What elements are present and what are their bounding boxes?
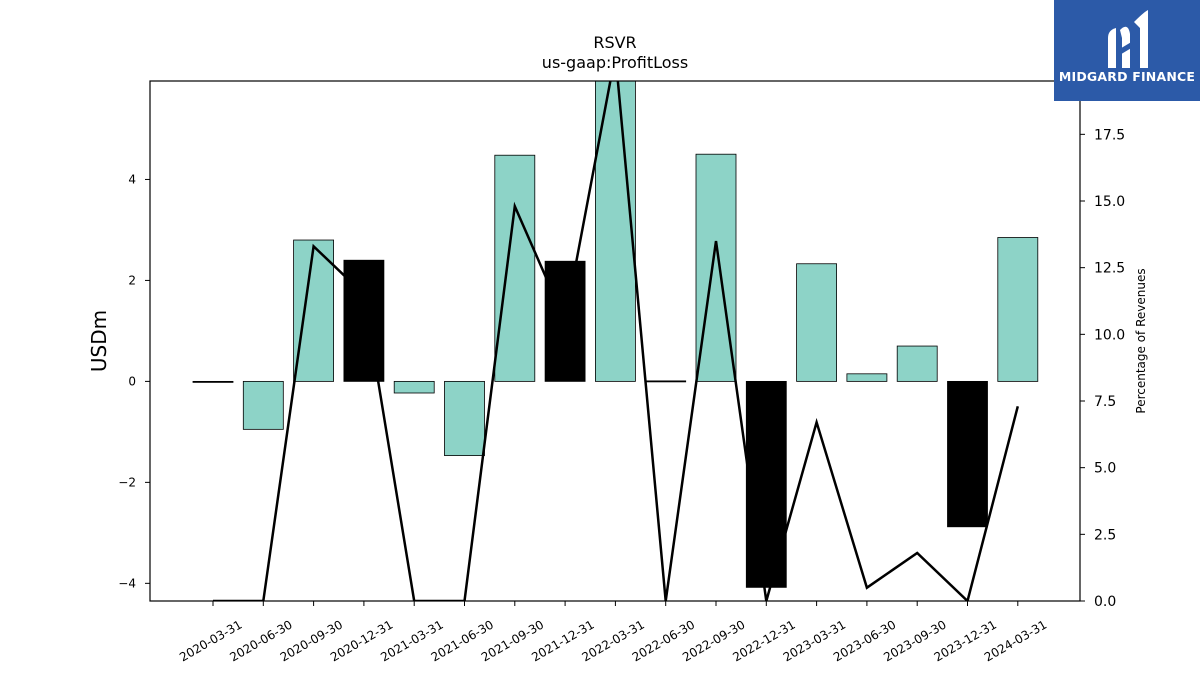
bar-2020-09-30 (293, 239, 335, 382)
brand-name: MIDGARD FINANCE (1058, 69, 1196, 84)
y-tick-label: −4 (118, 576, 136, 590)
y2-tick-label: 2.5 (1094, 527, 1116, 543)
bar-2023-06-30 (846, 373, 888, 382)
bar-2021-06-30 (444, 380, 485, 457)
y2-tick-label: 15.0 (1094, 194, 1125, 210)
y-axis-label: USDm (87, 310, 111, 372)
bar-2020-03-31 (192, 380, 234, 383)
logo-mark-icon (1108, 10, 1148, 68)
bar-2022-06-30 (645, 380, 687, 383)
chart-subtitle: us-gaap:ProfitLoss (542, 53, 688, 72)
brand-logo: MIDGARD FINANCE (1054, 0, 1200, 101)
y-tick-label: 2 (128, 273, 136, 287)
y2-tick-label: 5.0 (1094, 461, 1116, 477)
y2-tick-label: 7.5 (1094, 394, 1116, 410)
y2-tick-label: 12.5 (1094, 261, 1125, 277)
bar-2024-03-31 (997, 237, 1039, 382)
y-tick-label: 4 (128, 172, 136, 186)
bar-2022-12-31 (745, 380, 787, 588)
y2-tick-label: 17.5 (1094, 127, 1125, 143)
bar-2023-03-31 (796, 263, 837, 382)
line-layer (213, 81, 1020, 601)
bar-2021-09-30 (494, 154, 536, 382)
bar-2020-06-30 (242, 380, 284, 430)
y-tick-label: −2 (118, 475, 136, 489)
bar-2023-09-30 (896, 345, 938, 382)
y2-axis-label: Percentage of Revenues (1134, 268, 1148, 413)
y2-tick-label: 0.0 (1094, 594, 1116, 610)
bar-2021-03-31 (393, 380, 435, 394)
y2-tick-label: 10.0 (1094, 327, 1125, 343)
chart-title: RSVR (593, 33, 636, 52)
bar-2020-12-31 (343, 259, 385, 382)
series-line (213, 81, 1020, 601)
bars-layer (192, 81, 1039, 588)
y-tick-label: 0 (128, 374, 136, 388)
bar-2023-12-31 (947, 380, 988, 528)
